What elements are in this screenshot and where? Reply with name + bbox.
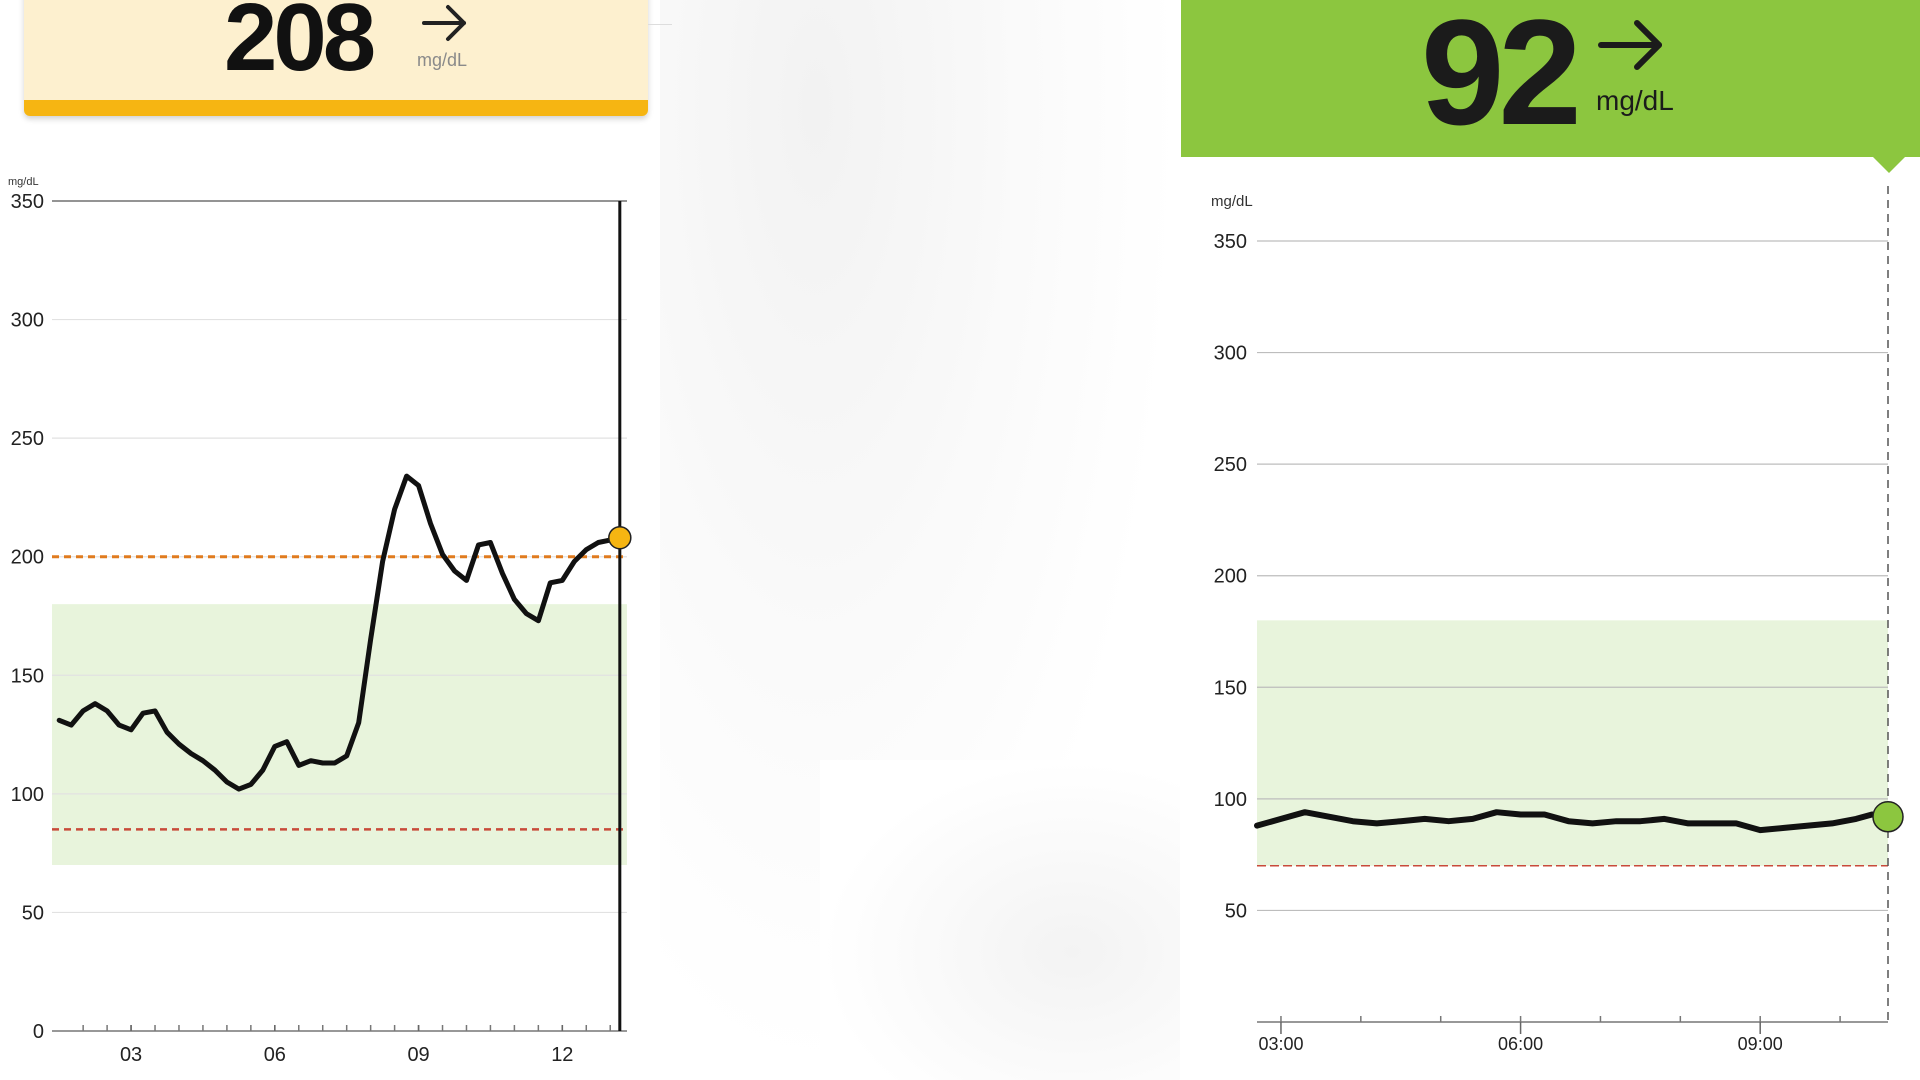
y-tick-label: 250	[1214, 454, 1247, 476]
y-tick-label: 0	[33, 1021, 44, 1043]
y-axis-unit-label: mg/dL	[8, 176, 39, 188]
glucose-series-line	[1254, 809, 1891, 834]
current-reading-marker	[608, 525, 632, 550]
y-tick-label: 350	[1214, 231, 1247, 253]
current-reading-marker	[1872, 800, 1904, 833]
left-glucose-unit: mg/dL	[417, 50, 468, 70]
left-glucose-value: 208	[224, 0, 376, 91]
arrow-right-icon	[1597, 14, 1667, 81]
x-tick-label: 09:00	[1738, 1034, 1783, 1054]
target-range-band	[52, 604, 627, 865]
x-tick-label: 03	[120, 1044, 142, 1066]
y-tick-label: 300	[11, 310, 44, 332]
left-glucose-chart: 0 50 100 150 200 250 300 350 mg/dL 03 06 09 12	[8, 176, 632, 1066]
right-glucose-value: 92	[1421, 0, 1582, 156]
left-reading-card: 208 mg/dL	[24, 0, 648, 116]
y-tick-label: 200	[1214, 566, 1247, 588]
background-wash-lower	[820, 760, 1180, 1080]
y-tick-label: 200	[11, 547, 44, 569]
x-tick-label: 12	[551, 1044, 573, 1066]
y-tick-label: 50	[1225, 900, 1247, 922]
y-tick-label: 250	[11, 428, 44, 450]
pointer-notch	[1873, 157, 1905, 173]
glucose-series-line	[56, 473, 623, 792]
y-tick-label: 150	[11, 665, 44, 687]
y-tick-label: 100	[1214, 789, 1247, 811]
right-reading-card: 92 mg/dL	[1181, 0, 1920, 173]
y-tick-label: 100	[11, 784, 44, 806]
right-glucose-unit: mg/dL	[1596, 85, 1674, 116]
x-tick-label: 06:00	[1498, 1034, 1543, 1054]
divider	[648, 24, 672, 25]
y-axis-unit-label: mg/dL	[1211, 193, 1253, 210]
y-tick-label: 300	[1214, 343, 1247, 365]
left-status-bar	[24, 100, 648, 116]
x-tick-label: 06	[264, 1044, 286, 1066]
x-tick-label: 09	[407, 1044, 429, 1066]
y-tick-label: 350	[11, 191, 44, 213]
arrow-right-icon	[420, 0, 470, 53]
y-tick-label: 150	[1214, 677, 1247, 699]
x-tick-label: 03:00	[1258, 1034, 1303, 1054]
right-glucose-chart: 50 100 150 200 250 300 350 mg/dL 03:00 06:00 09:00	[1211, 180, 1904, 1054]
y-tick-label: 50	[22, 902, 44, 924]
